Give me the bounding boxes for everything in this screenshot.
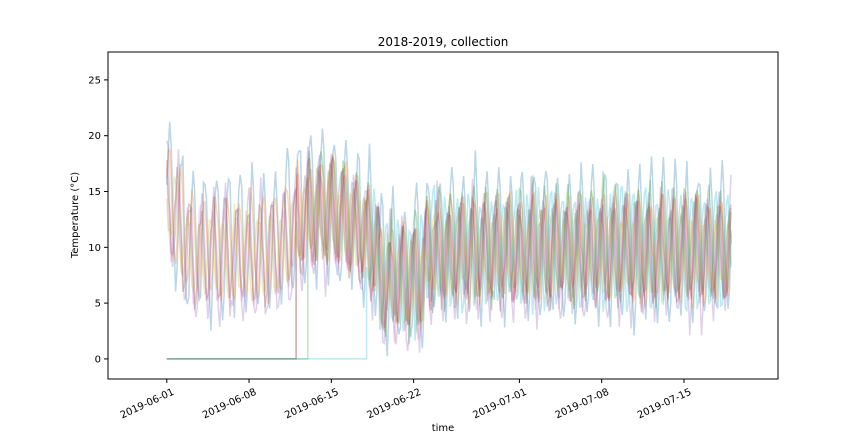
series-line <box>166 172 732 333</box>
series-line <box>166 148 732 332</box>
series-line <box>166 165 732 360</box>
x-axis-title: time <box>432 423 455 432</box>
series-layer <box>166 121 732 360</box>
y-tick-label: 0 <box>95 354 101 365</box>
series-line <box>166 121 732 357</box>
y-axis-title: Temperature (°C) <box>70 172 81 259</box>
series-line <box>166 160 732 333</box>
y-axis: 0 5 10 15 20 25 <box>88 75 108 365</box>
y-tick-label: 20 <box>88 131 101 142</box>
series-line <box>166 150 732 360</box>
series-line <box>166 184 732 360</box>
y-tick-label: 10 <box>88 243 101 254</box>
chart-title: 2018-2019, collection <box>378 35 509 49</box>
series-line <box>166 168 732 344</box>
y-tick-label: 25 <box>88 75 101 86</box>
series-line <box>166 140 732 353</box>
y-tick-label: 15 <box>88 187 101 198</box>
series-line <box>166 155 732 360</box>
y-tick-label: 5 <box>95 299 101 310</box>
plot-frame <box>107 51 779 380</box>
